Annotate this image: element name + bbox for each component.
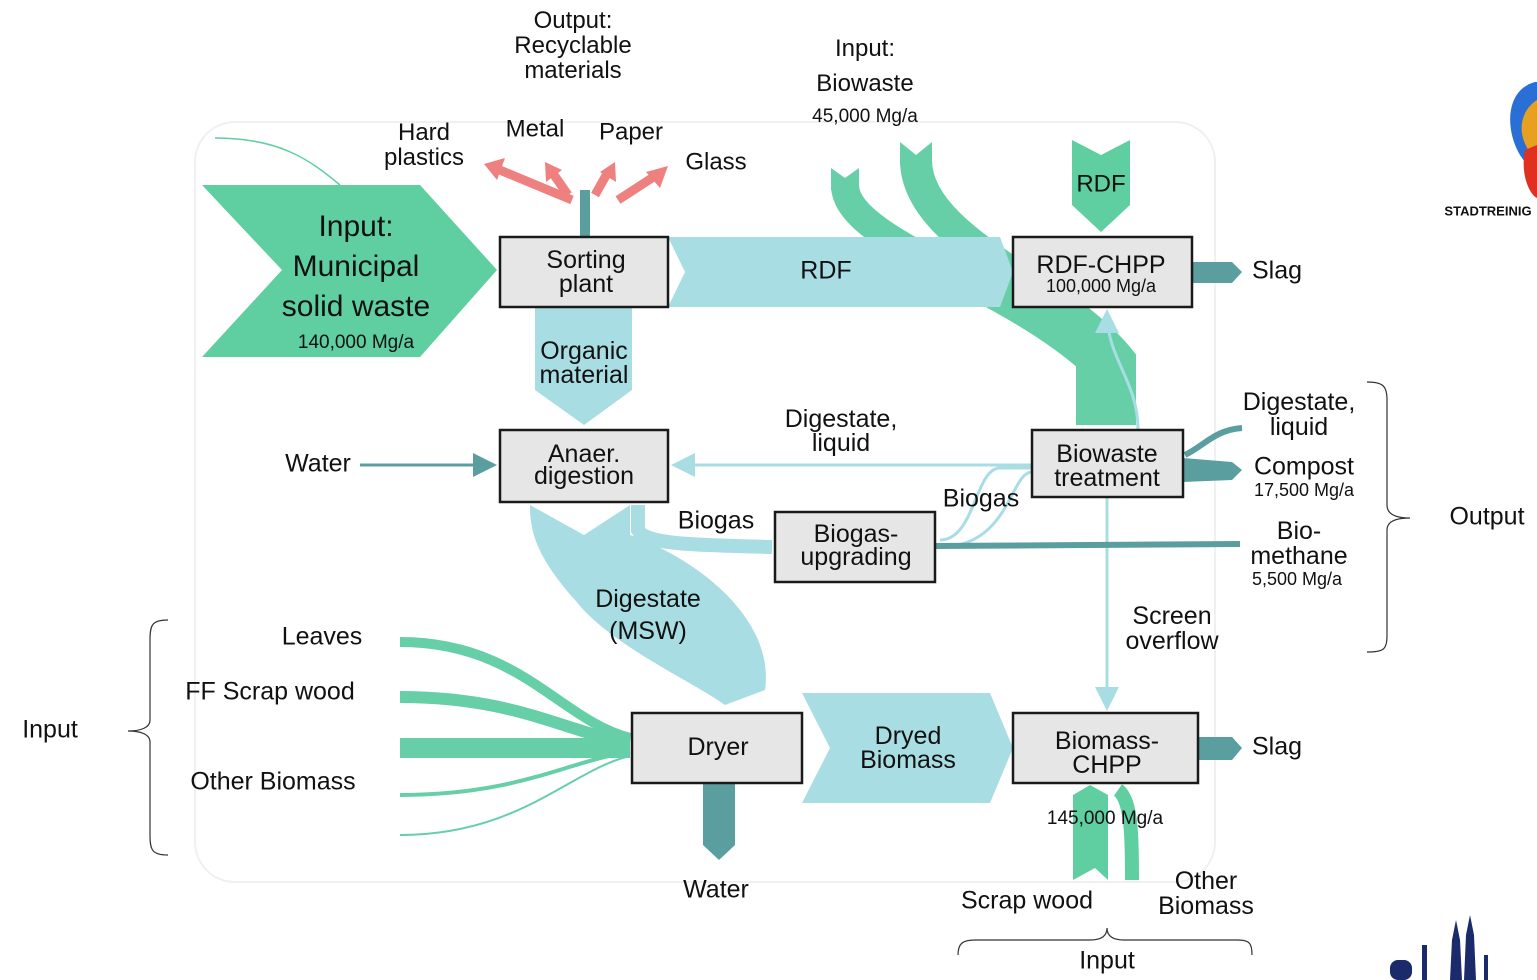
- other-biomass-flow: [1118, 790, 1132, 880]
- flow-label-line: (MSW): [609, 617, 687, 645]
- output-heading: Output:Recyclablematerials: [514, 7, 631, 84]
- slag-arrow: [1192, 262, 1242, 283]
- recyclable-label: Hardplastics: [384, 119, 464, 171]
- skyline: [1390, 915, 1488, 980]
- input-label-line: Municipal: [293, 250, 420, 283]
- node-label: Dryer: [687, 733, 748, 761]
- output-heading-line: Output:: [534, 7, 613, 34]
- output-label: Compost: [1254, 453, 1354, 481]
- recyclable-label: Paper: [599, 118, 663, 145]
- brace: [1367, 382, 1410, 652]
- recyclable-stub: [580, 190, 590, 237]
- output-label-line: liquid: [1270, 413, 1328, 441]
- node-label: Biogas-upgrading: [800, 520, 911, 571]
- diagram: Output:Recyclablematerials Hardplastics Me…: [0, 0, 1537, 980]
- flow-label-line: Biomass: [860, 746, 956, 774]
- building: [1464, 915, 1476, 980]
- water-output-arrow: [703, 783, 735, 860]
- output-heading-line: Recyclable: [514, 32, 631, 59]
- slag-arrow: [1198, 737, 1242, 760]
- amount: 140,000 Mg/a: [298, 332, 415, 353]
- node-label-line: RDF-CHPP: [1036, 251, 1165, 279]
- node-label-line: Dryer: [687, 733, 748, 761]
- flow-label: Biogas: [943, 485, 1019, 513]
- flow: [400, 642, 630, 738]
- output-label: Water: [683, 876, 749, 904]
- amount: 100,000 Mg/a: [1046, 276, 1157, 296]
- output-label-line: Digestate,: [1243, 388, 1356, 416]
- flow-label: RDF: [800, 257, 851, 285]
- flow-label-line: Screen: [1132, 602, 1211, 630]
- node-label-line: treatment: [1054, 464, 1160, 492]
- output-label: Slag: [1252, 257, 1302, 285]
- arrow: [618, 176, 655, 200]
- flow-label-line: material: [540, 361, 629, 389]
- node-label-line: digestion: [534, 462, 634, 490]
- amount: 45,000 Mg/a: [812, 106, 918, 127]
- building: [1422, 945, 1427, 980]
- input-label: Leaves: [282, 623, 363, 651]
- node-label-line: CHPP: [1072, 751, 1141, 779]
- building: [1484, 955, 1488, 980]
- output-label: Slag: [1252, 733, 1302, 761]
- amount: 17,500 Mg/a: [1254, 480, 1355, 500]
- amount: 145,000 Mg/a: [1047, 808, 1164, 829]
- output-label: Output: [1449, 503, 1524, 531]
- compost-arrow: [1183, 458, 1242, 482]
- output-heading-line: materials: [524, 57, 621, 84]
- recyclable-label: Metal: [506, 115, 565, 142]
- input-label: Input: Biowaste: [816, 35, 913, 97]
- input-label: RDF: [1076, 170, 1125, 197]
- output-label-line: Bio-: [1277, 517, 1321, 545]
- flow-label: Biogas: [678, 507, 754, 535]
- biowaste-chevron: [900, 142, 932, 165]
- building: [1390, 960, 1412, 980]
- input-label-line: Biowaste: [816, 70, 913, 97]
- input-label: FF Scrap wood: [185, 678, 355, 706]
- amount: 5,500 Mg/a: [1252, 569, 1343, 589]
- output-label: Bio-methane: [1250, 517, 1347, 570]
- digestate-liquid-output: [1185, 428, 1242, 455]
- recyclable-label-line: Hard: [398, 119, 450, 146]
- input-label-line: Input:: [835, 35, 895, 62]
- flow-label-line: liquid: [812, 429, 870, 457]
- flow-label: Digestate,liquid: [785, 405, 898, 457]
- input-label-line: Other: [1175, 867, 1238, 895]
- flow-line: [215, 138, 340, 185]
- biowaste-chevron: [831, 168, 859, 190]
- biomethane-flow: [935, 544, 1240, 546]
- input-label: Water: [285, 450, 351, 478]
- recyclable-label: Glass: [685, 148, 746, 175]
- flow-label-line: Digestate: [595, 585, 701, 613]
- building: [1450, 920, 1462, 980]
- scrap-wood-arrow: [1073, 785, 1108, 880]
- logo-text: STADTREINIG: [1444, 203, 1531, 218]
- input-label: Other Biomass: [190, 768, 355, 796]
- recyclable-arrows: [484, 158, 668, 200]
- logo: [1510, 82, 1537, 198]
- input-label-line: solid waste: [282, 290, 430, 323]
- recyclable-label-line: plastics: [384, 144, 464, 171]
- left-input-flows: [400, 642, 630, 835]
- input-label-line: Input:: [318, 210, 393, 243]
- flow-label-line: overflow: [1125, 627, 1219, 655]
- logo-mark: [1524, 145, 1537, 198]
- input-label: Input: [22, 716, 78, 744]
- node-label: Anaer.digestion: [534, 440, 634, 490]
- output-label: Digestate,liquid: [1243, 388, 1356, 441]
- brace: [128, 620, 168, 855]
- node-label: RDF-CHPP: [1036, 251, 1165, 279]
- input-label: Input: [1079, 947, 1135, 975]
- input-label-line: Biomass: [1158, 892, 1254, 920]
- input-label: Scrap wood: [961, 887, 1093, 915]
- flow: [400, 752, 630, 795]
- output-label-line: methane: [1250, 542, 1347, 570]
- node-label-line: plant: [559, 270, 613, 298]
- node-label-line: upgrading: [800, 543, 911, 571]
